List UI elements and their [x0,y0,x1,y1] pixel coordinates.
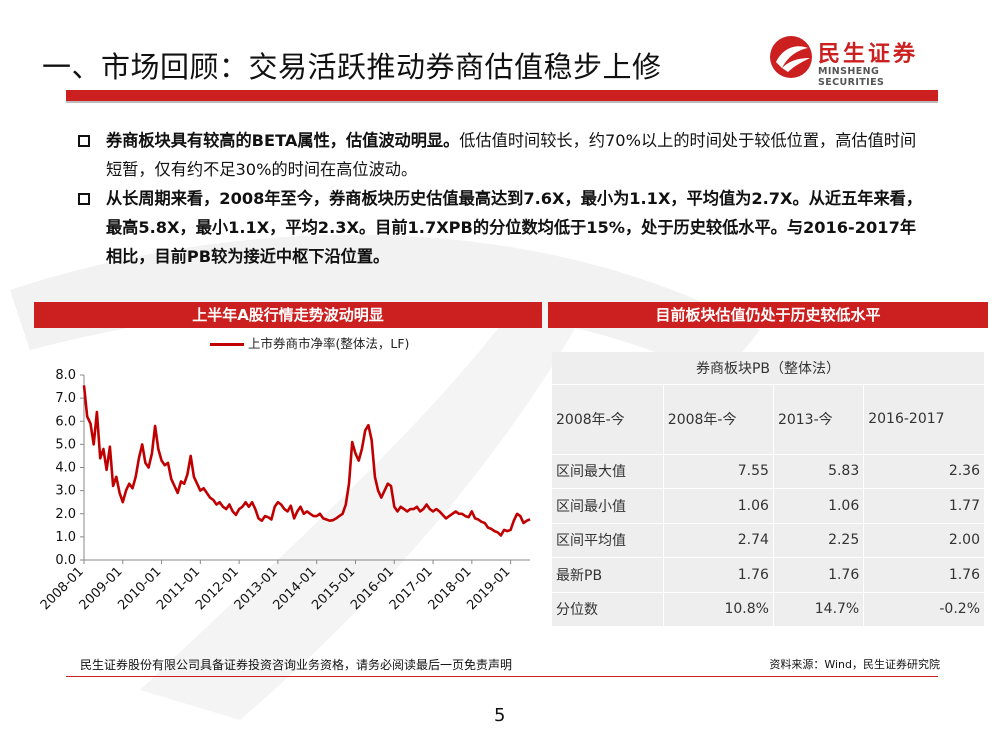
cell-value: -0.2% [863,592,984,627]
logo-text-en: MINSHENG SECURITIES [818,66,885,88]
footer-rule [66,676,938,677]
cell-value: 1.76 [662,557,774,593]
bullet-square-icon [78,135,90,147]
bullet-square-icon [78,193,90,205]
page-number: 5 [494,705,506,726]
row-label: 分位数 [552,592,664,627]
slide-title: 一、市场回顾：交易活跃推动券商估值稳步上修 [42,50,662,84]
title-underline-grey [66,101,938,103]
y-tick-label: 2.0 [55,507,76,522]
y-tick-label: 8.0 [55,368,76,383]
y-tick-label: 6.0 [55,414,76,429]
y-tick-label: 7.0 [55,391,76,406]
row-label: 最新PB [552,557,664,593]
pb-col-header-1: 2008年-今 [662,384,774,455]
logo-mark-icon [770,36,812,78]
pb-table: 券商板块PB（整体法） 2008年-今 2008年-今 2013-今 2016-… [552,352,984,627]
table-row: 最新PB 1.76 1.76 1.76 [552,557,984,593]
footer-disclaimer: 民生证券股份有限公司具备证券投资咨询业务资格，请务必阅读最后一页免责声明 [80,658,513,672]
cell-value: 14.7% [772,592,864,627]
table-row: 区间平均值 2.74 2.25 2.00 [552,523,984,558]
bullet-list: 券商板块具有较高的BETA属性，估值波动明显。低估值时间较长，约70%以上的时间… [78,126,928,271]
x-tick-label: 2019-01 [464,564,513,613]
y-tick-label: 0.0 [55,553,76,568]
cell-value: 1.76 [772,557,864,593]
cell-value: 2.00 [863,523,984,558]
y-tick-label: 3.0 [55,484,76,499]
table-row: 分位数 10.8% 14.7% -0.2% [552,592,984,627]
row-label: 区间最大值 [552,454,664,489]
bullet-1-text: 低估值时间较长，约70%以上的时间处于较低位置，高估值时间短暂，仅有约不足30%… [106,131,917,179]
legend-label: 上市券商市净率(整体法，LF) [248,336,410,351]
cell-value: 10.8% [662,592,774,627]
cell-value: 1.76 [863,557,984,593]
company-logo: 民生证券 MINSHENG SECURITIES [768,34,948,88]
y-tick-label: 1.0 [55,530,76,545]
cell-value: 1.06 [772,488,864,524]
pb-col-header-0: 2008年-今 [552,384,664,455]
pb-col-header-2: 2013-今 [772,384,864,455]
pb-line-chart: 上市券商市净率(整体法，LF) 0.0 1.0 2.0 3.0 4.0 5.0 6.0 7.0… [34,330,544,650]
logo-text-cn: 民生证券 [818,42,919,67]
row-label: 区间最小值 [552,488,664,524]
y-tick-label: 4.0 [55,461,76,476]
table-panel-header: 目前板块估值仍处于历史较低水平 [548,302,988,328]
footer-source: 资料来源：Wind，民生证券研究院 [769,658,940,671]
legend-swatch [210,343,244,346]
chart-panel-header: 上半年A股行情走势波动明显 [34,302,542,328]
chart-legend: 上市券商市净率(整体法，LF) [210,333,409,352]
chart-canvas: 0.01.02.03.04.05.06.07.08.02008-012009-0… [38,368,531,613]
pb-col-header-3: 2016-2017 [863,384,984,455]
title-underline-red [66,90,938,101]
cell-value: 1.77 [863,488,984,524]
bullet-item-2: 从长周期来看，2008年至今，券商板块历史估值最高达到7.6X，最小为1.1X，… [78,184,928,271]
cell-value: 2.25 [772,523,864,558]
cell-value: 7.55 [662,454,774,489]
pb-table-title: 券商板块PB（整体法） [552,352,984,385]
cell-value: 2.74 [662,523,774,558]
row-label: 区间平均值 [552,523,664,558]
bullet-item-1: 券商板块具有较高的BETA属性，估值波动明显。低估值时间较长，约70%以上的时间… [78,126,928,184]
bullet-2-bold: 从长周期来看，2008年至今，券商板块历史估值最高达到7.6X，最小为1.1X，… [106,189,923,266]
cell-value: 2.36 [863,454,984,489]
bullet-1-bold: 券商板块具有较高的BETA属性，估值波动明显。 [106,131,460,150]
cell-value: 5.83 [772,454,864,489]
table-row: 区间最小值 1.06 1.06 1.77 [552,488,984,524]
cell-value: 1.06 [662,488,774,524]
y-tick-label: 5.0 [55,437,76,452]
table-row: 区间最大值 7.55 5.83 2.36 [552,454,984,489]
series-line [82,385,531,537]
